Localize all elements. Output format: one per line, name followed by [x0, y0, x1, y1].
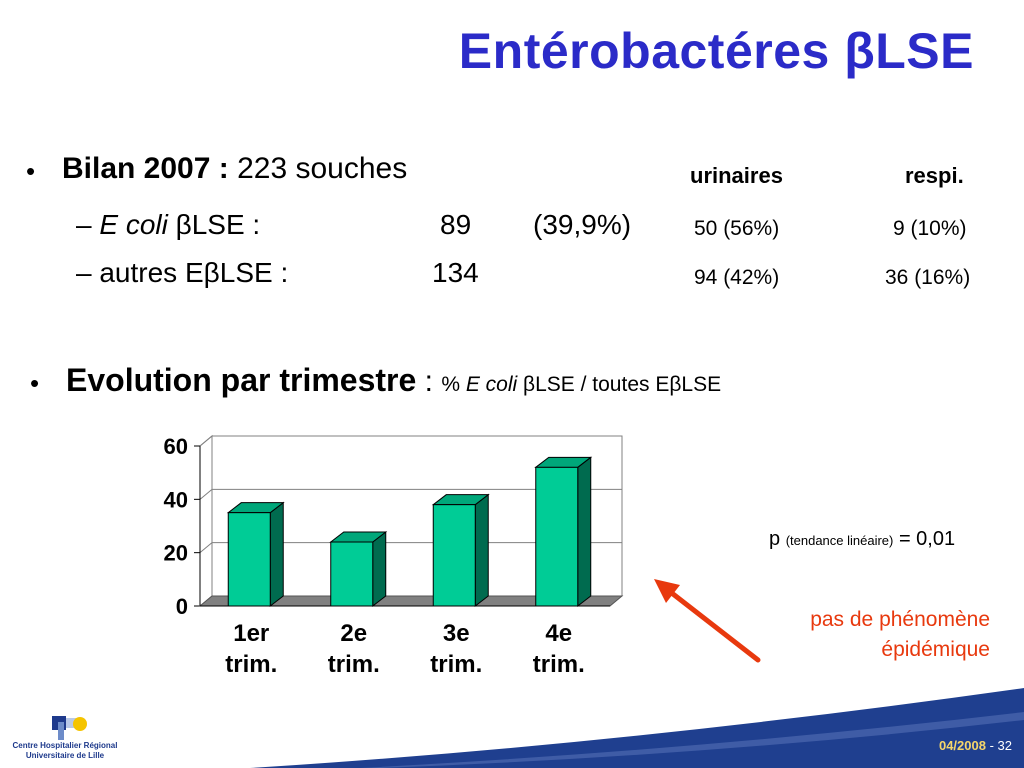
bullet-marker: •: [26, 156, 36, 186]
slide-number: 32: [997, 738, 1012, 753]
ecoli-count: 89: [440, 209, 472, 240]
y-tick-label: 40: [164, 487, 188, 512]
hospital-name-line-1: Centre Hospitalier Régional: [12, 741, 118, 750]
evolution-ecoli: E coli: [465, 373, 518, 396]
chart-side-wall: [199, 434, 213, 608]
autres-count: 134: [432, 257, 479, 288]
y-tick-label: 60: [164, 434, 188, 459]
y-tick-label: 20: [164, 541, 188, 566]
bar-side: [372, 530, 387, 608]
p-letter: p: [769, 528, 781, 550]
annotation-note: pas de phénomène épidémique: [740, 605, 990, 665]
red-arrow-icon: [654, 579, 761, 663]
autres-row-label: – autres EβLSE :: [76, 257, 288, 289]
bar: [227, 512, 271, 607]
bilan-value: 223 souches: [237, 152, 408, 185]
evolution-line: Evolution par trimestre : % E coli βLSE …: [66, 362, 721, 399]
dash: –: [76, 209, 92, 240]
evolution-colon: :: [416, 365, 442, 398]
x-tick-label: trim.: [225, 651, 277, 678]
ecoli-pct: (39,9%): [533, 209, 632, 240]
x-tick-label: 3e: [443, 620, 470, 647]
table-cell: 50 (56%): [694, 217, 780, 240]
gridline: [199, 488, 622, 500]
page-title: Entérobactéres βLSE: [458, 23, 974, 79]
x-tick-label: trim.: [533, 651, 585, 678]
x-tick-label: trim.: [328, 651, 380, 678]
table-cell: 9 (10%): [893, 217, 967, 240]
dash: –: [76, 257, 92, 288]
bar: [432, 504, 476, 607]
hospital-name: Centre Hospitalier Régional Universitair…: [6, 741, 124, 761]
col-header-urinaires: urinaires: [690, 163, 783, 188]
bar-side: [269, 501, 284, 608]
bar: [330, 541, 374, 607]
evolution-pct: %: [441, 373, 466, 396]
col-header-respi: respi.: [905, 163, 964, 188]
ecoli-rest: βLSE :: [167, 209, 261, 240]
note-line-1: pas de phénomène: [810, 608, 990, 631]
slide-date: 04/2008: [938, 738, 986, 753]
bilan-label: Bilan 2007 :: [62, 152, 229, 185]
x-tick-label: 2e: [340, 620, 367, 647]
p-paren: (tendance linéaire): [785, 533, 894, 548]
bar: [535, 466, 579, 607]
evolution-label: Evolution par trimestre: [66, 362, 417, 398]
table-cell: 94 (42%): [694, 266, 780, 289]
x-tick-label: 4e: [545, 620, 572, 647]
gridline: [199, 435, 622, 447]
x-tick-label: 1er: [233, 620, 269, 647]
sep: -: [985, 738, 998, 753]
note-line-2: épidémique: [881, 638, 990, 661]
table-cell: 36 (16%): [885, 266, 971, 289]
y-tick-label: 0: [176, 594, 188, 619]
x-tick-label: trim.: [430, 651, 482, 678]
bullet-marker: •: [30, 368, 40, 398]
footer-band: [250, 688, 1024, 768]
bar-side: [474, 493, 489, 608]
p-value-text: p (tendance linéaire) = 0,01: [769, 528, 955, 551]
hospital-name-line-2: Universitaire de Lille: [25, 751, 105, 760]
p-eq: = 0,01: [898, 528, 956, 550]
ecoli-italic: E coli: [99, 209, 168, 240]
ecoli-row-label: – E coli βLSE :: [76, 209, 260, 241]
bilan-line: Bilan 2007 : 223 souches: [62, 152, 407, 186]
bar-chart: 0 20 40 60 1er trim. 2e trim. 3e trim. 4e trim.: [164, 434, 624, 678]
bar-side: [577, 456, 592, 608]
evolution-rest: βLSE / toutes EβLSE: [517, 373, 722, 396]
page-number: 04/2008 - 32: [939, 738, 1012, 753]
hospital-logo-icon: [52, 716, 87, 740]
autres-rest: autres EβLSE :: [99, 257, 289, 288]
